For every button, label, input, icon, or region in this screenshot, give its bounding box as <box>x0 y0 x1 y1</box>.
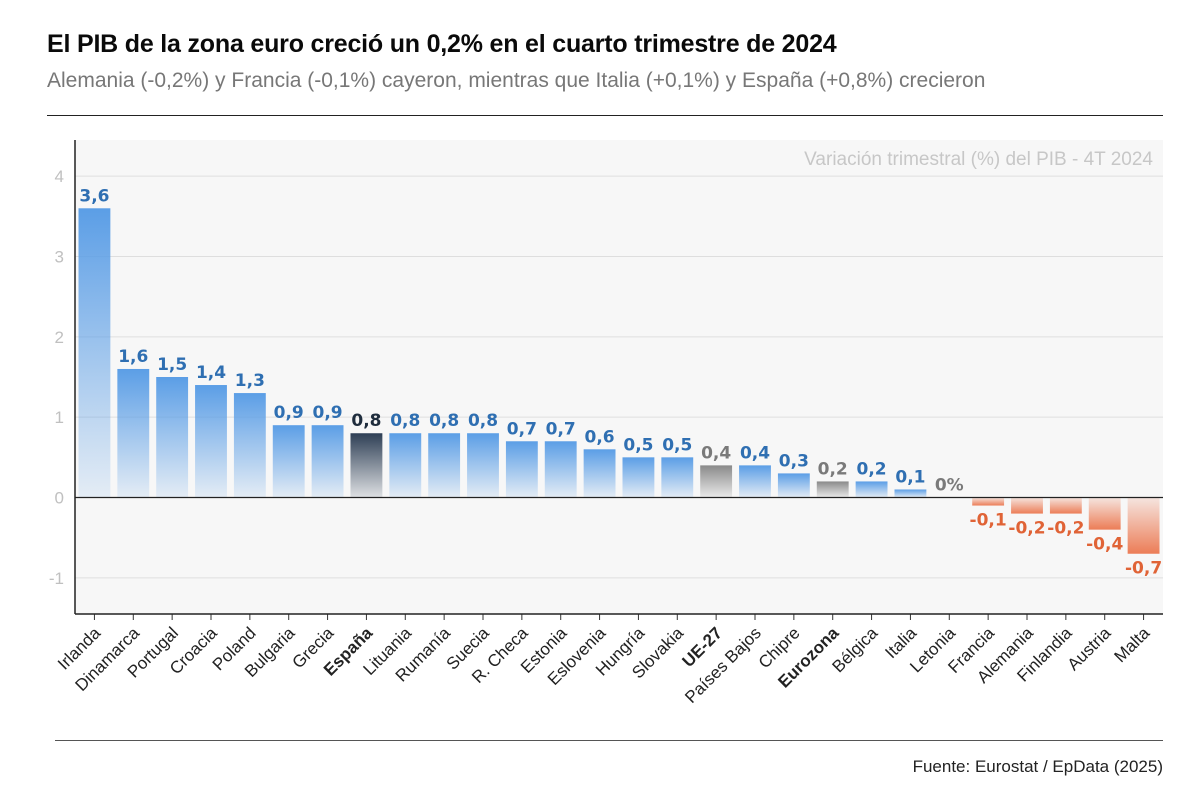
value-label: 0,9 <box>313 403 343 423</box>
header-divider <box>47 115 1163 116</box>
bar-eslovenia <box>583 449 616 498</box>
value-label: 1,3 <box>235 371 265 391</box>
value-label: 1,4 <box>196 363 226 383</box>
bar-b-lgica <box>855 481 888 498</box>
bar-malta <box>1127 497 1160 554</box>
source-note: Fuente: Eurostat / EpData (2025) <box>912 757 1163 776</box>
value-label: 0,8 <box>390 411 420 431</box>
bar-bulgaria <box>272 425 305 498</box>
value-label: 1,5 <box>157 355 187 375</box>
value-label: 0,8 <box>429 411 459 431</box>
bar-suecia <box>467 433 499 498</box>
value-label: -0,7 <box>1125 559 1162 579</box>
value-label: -0,2 <box>1008 519 1045 539</box>
y-tick-label: 2 <box>55 328 64 347</box>
chart-header: El PIB de la zona euro creció un 0,2% en… <box>47 30 1167 93</box>
value-label: 0,5 <box>662 435 692 455</box>
value-label: 0,5 <box>623 435 653 455</box>
y-tick-label: 3 <box>55 247 64 266</box>
value-label: 0,4 <box>740 443 770 463</box>
y-tick-label: 0 <box>55 489 64 508</box>
bar-austria <box>1088 497 1121 530</box>
x-category-label: Malta <box>1111 623 1154 666</box>
bar-hungr-a <box>622 457 655 498</box>
value-label: 0,2 <box>818 459 848 479</box>
y-tick-label: 1 <box>55 408 64 427</box>
bar-chipre <box>777 473 810 498</box>
bar-portugal <box>156 377 189 498</box>
x-category-label: Austria <box>1064 623 1115 674</box>
bar-eurozona <box>816 481 849 498</box>
bar-poland <box>233 393 266 498</box>
value-label: 0,8 <box>351 411 381 431</box>
value-label: 0,1 <box>895 467 925 487</box>
value-label: 0,9 <box>274 403 304 423</box>
value-label: 0,7 <box>546 419 576 439</box>
bar-croacia <box>195 385 227 498</box>
value-label: 3,6 <box>79 186 109 206</box>
bar-grecia <box>311 425 344 498</box>
value-label: -0,2 <box>1047 519 1084 539</box>
bar-ruman-a <box>428 433 461 498</box>
value-label: 1,6 <box>118 347 148 367</box>
value-label: 0% <box>935 476 964 496</box>
value-label: 0,4 <box>701 443 731 463</box>
y-tick-label: 4 <box>55 167 64 186</box>
bar-pa-ses-bajos <box>739 465 771 498</box>
bar-estonia <box>544 441 577 498</box>
bar-r-checa <box>505 441 538 498</box>
bar-italia <box>894 489 927 498</box>
bar-lituania <box>389 433 422 498</box>
y-tick-label: -1 <box>49 569 64 588</box>
value-label: -0,1 <box>970 511 1007 531</box>
value-label: 0,7 <box>507 419 537 439</box>
chart-inner-title: Variación trimestral (%) del PIB - 4T 20… <box>804 149 1153 170</box>
plot-area <box>75 140 1163 614</box>
chart-subtitle: Alemania (-0,2%) y Francia (-0,1%) cayer… <box>47 69 986 92</box>
bar-irlanda <box>78 208 111 498</box>
bar-slovakia <box>661 457 694 498</box>
value-label: 0,3 <box>779 451 809 471</box>
value-label: 0,2 <box>857 459 887 479</box>
value-label: -0,4 <box>1086 535 1123 555</box>
bar-alemania <box>1011 497 1043 514</box>
bar-espa-a <box>350 433 383 498</box>
value-label: 0,6 <box>585 427 615 447</box>
bar-ue-27 <box>700 465 733 498</box>
bar-finlandia <box>1049 497 1082 514</box>
value-label: 0,8 <box>468 411 498 431</box>
footer-divider <box>55 740 1163 741</box>
bar-francia <box>972 497 1005 506</box>
chart-title: El PIB de la zona euro creció un 0,2% en… <box>47 30 837 58</box>
bar-dinamarca <box>117 368 150 498</box>
